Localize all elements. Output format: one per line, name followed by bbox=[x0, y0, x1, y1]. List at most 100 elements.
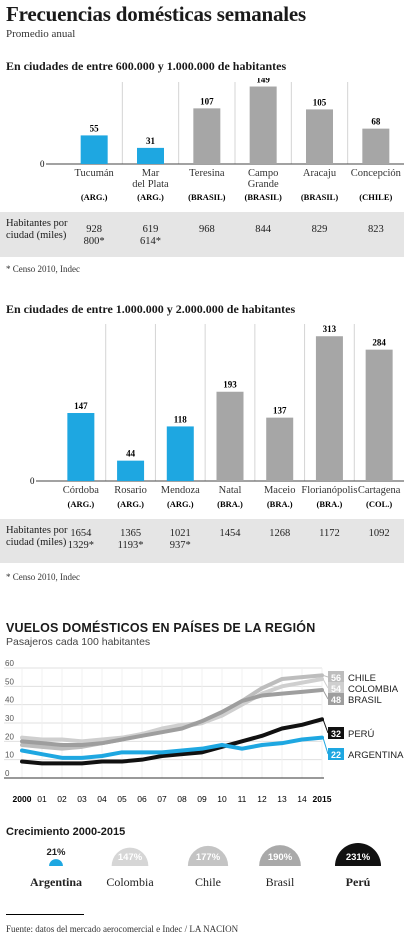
series-end-value: 48 bbox=[331, 695, 341, 705]
bar-value-label: 137 bbox=[273, 406, 287, 416]
series-line bbox=[20, 677, 324, 744]
bar bbox=[216, 391, 244, 481]
growth-country-label: Brasil bbox=[266, 875, 295, 889]
growth-bubble bbox=[49, 859, 63, 866]
growth-percent-label: 231% bbox=[346, 852, 371, 863]
growth-bubble bbox=[335, 843, 381, 866]
category-label: Mendoza bbox=[161, 485, 200, 496]
x-tick-label: 06 bbox=[137, 794, 147, 804]
category-label: Natal bbox=[219, 485, 242, 496]
section1-population-band bbox=[0, 212, 404, 257]
section1-population-label: Habitantes por ciudad (miles) bbox=[6, 218, 68, 241]
y-tick-label: 60 bbox=[5, 659, 14, 668]
section1-note: * Censo 2010, Indec bbox=[6, 264, 80, 274]
bar-value-label: 118 bbox=[174, 414, 188, 424]
country-label: (COL.) bbox=[366, 499, 392, 509]
series-name: PERÚ bbox=[348, 729, 375, 740]
population-value: 829 bbox=[312, 224, 328, 235]
line-chart-subtitle: Pasajeros cada 100 habitantes bbox=[6, 636, 151, 648]
population-value: 844 bbox=[255, 224, 272, 235]
x-tick-label: 09 bbox=[197, 794, 207, 804]
country-label: (BRASIL) bbox=[245, 192, 282, 202]
category-label: Tucumán bbox=[75, 168, 115, 179]
bar bbox=[362, 128, 390, 164]
population-value: 1092 bbox=[369, 528, 390, 539]
x-tick-label: 07 bbox=[157, 794, 167, 804]
series-name: BRASIL bbox=[348, 695, 382, 706]
series-leader bbox=[322, 719, 329, 734]
bar bbox=[166, 426, 194, 481]
population-value: 800* bbox=[84, 236, 105, 247]
bar-value-label: 68 bbox=[371, 117, 381, 127]
bar-value-label: 105 bbox=[313, 97, 327, 107]
country-label: (BRA.) bbox=[267, 499, 293, 509]
x-tick-label: 03 bbox=[77, 794, 87, 804]
zero-tick-label: 0 bbox=[30, 476, 35, 486]
category-label: Campo bbox=[248, 168, 278, 179]
x-tick-label: 10 bbox=[217, 794, 227, 804]
series-end-badge bbox=[328, 748, 344, 760]
x-tick-label: 04 bbox=[97, 794, 107, 804]
country-label: (BRASIL) bbox=[301, 192, 338, 202]
category-label: Aracaju bbox=[303, 168, 337, 179]
line-chart: 0 10 20 30 40 50 60 2000 01 02 03 04 05 06 07 08 09 10 11 1… bbox=[4, 659, 404, 804]
x-tick-label: 02 bbox=[57, 794, 67, 804]
bar-value-label: 147 bbox=[74, 401, 88, 411]
growth-country-label: Chile bbox=[195, 875, 221, 889]
bar-value-label: 31 bbox=[146, 136, 156, 146]
series-name: COLOMBIA bbox=[348, 684, 399, 695]
population-value: 1365 bbox=[120, 528, 141, 539]
x-tick-label: 01 bbox=[37, 794, 47, 804]
page-title: Frecuencias domésticas semanales bbox=[6, 2, 306, 26]
country-label: (BRA.) bbox=[317, 499, 343, 509]
x-tick-label: 13 bbox=[277, 794, 287, 804]
series-leader bbox=[322, 689, 329, 700]
growth-country-label: Perú bbox=[346, 875, 371, 889]
population-value: 968 bbox=[199, 224, 215, 235]
bar bbox=[193, 108, 221, 164]
line-chart-title: VUELOS DOMÉSTICOS EN PAÍSES DE LA REGIÓN bbox=[6, 621, 316, 635]
y-tick-label: 0 bbox=[5, 769, 10, 778]
footer-divider bbox=[6, 914, 84, 915]
series-name: ARGENTINA bbox=[348, 750, 404, 761]
x-tick-label: 14 bbox=[297, 794, 307, 804]
country-label: (ARG.) bbox=[167, 499, 194, 509]
population-value: 1454 bbox=[220, 528, 242, 539]
growth-percent-label: 21% bbox=[46, 847, 66, 858]
x-tick-label: 08 bbox=[177, 794, 187, 804]
bar bbox=[67, 413, 95, 481]
population-value: 614* bbox=[140, 236, 161, 247]
y-tick-label: 50 bbox=[5, 677, 14, 686]
country-label: (BRA.) bbox=[217, 499, 243, 509]
x-tick-label: 12 bbox=[257, 794, 267, 804]
growth-country-label: Colombia bbox=[106, 875, 154, 889]
category-label: Rosario bbox=[114, 485, 147, 496]
series-end-badge bbox=[328, 693, 344, 705]
section1-title: En ciudades de entre 600.000 y 1.000.000… bbox=[6, 59, 287, 73]
series-end-badge bbox=[328, 727, 344, 739]
category-label: Concepción bbox=[351, 168, 402, 179]
series-line bbox=[20, 735, 324, 760]
bar bbox=[249, 86, 277, 164]
y-tick-label: 30 bbox=[5, 714, 14, 723]
country-label: (ARG.) bbox=[137, 192, 164, 202]
category-label: Florianópolis bbox=[301, 485, 357, 496]
bar bbox=[266, 417, 294, 481]
y-tick-label: 20 bbox=[5, 732, 14, 741]
x-tick-label: 2000 bbox=[13, 794, 32, 804]
series-line bbox=[20, 688, 324, 747]
population-value: 928 bbox=[86, 224, 102, 235]
growth-bubble bbox=[187, 845, 229, 866]
population-value: 1268 bbox=[269, 528, 290, 539]
bar-value-label: 313 bbox=[323, 324, 337, 334]
population-value: 1021 bbox=[170, 528, 191, 539]
series-end-badge bbox=[328, 682, 344, 694]
category-label: Maceio bbox=[264, 485, 296, 496]
series-name: CHILE bbox=[348, 673, 376, 684]
growth-bubble bbox=[111, 847, 149, 866]
country-label: (ARG.) bbox=[68, 499, 95, 509]
category-label: Mar bbox=[142, 168, 160, 179]
bar-value-label: 149 bbox=[256, 78, 270, 85]
